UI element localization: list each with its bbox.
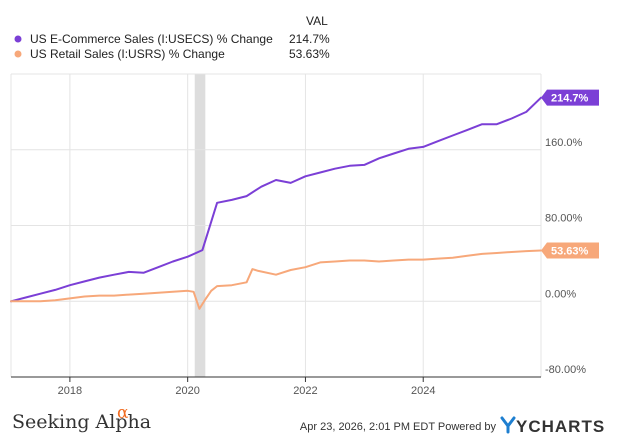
series-lines — [10, 96, 542, 310]
x-tick-label-2: 2022 — [293, 385, 317, 397]
y-tick-label-1: 80.00% — [545, 213, 583, 225]
y-tick-label-3: -80.00% — [545, 364, 586, 376]
x-tick-label-0: 2018 — [58, 385, 82, 397]
end-label-flag-0 — [541, 89, 599, 106]
footer: Seeking Alpha α Apr 23, 2026, 2:01 PM ED… — [12, 403, 605, 436]
legend-label-retail: US Retail Sales (I:USRS) % Change — [30, 47, 225, 61]
x-tick-label-3: 2024 — [411, 385, 435, 397]
y-tick-label-0: 160.0% — [545, 137, 583, 149]
gridlines — [11, 74, 541, 378]
end-label-flag-1 — [541, 242, 599, 259]
alpha-symbol: α — [117, 403, 129, 423]
series-line-1 — [10, 249, 542, 310]
series-line-0 — [10, 96, 542, 303]
axes — [10, 73, 542, 382]
x-tick-label-1: 2020 — [175, 385, 199, 397]
plot-area: 2018 2020 2022 2024 160.0% 80.00% 0.00% -80.00… — [10, 73, 599, 397]
end-label-1: 53.63% — [541, 242, 599, 259]
legend: VAL US E-Commerce Sales (I:USECS) % Chan… — [14, 14, 330, 61]
y-tick-labels: 160.0% 80.00% 0.00% -80.00% — [545, 137, 586, 376]
end-label-text-0: 214.7% — [551, 93, 589, 105]
legend-swatch-ecommerce — [14, 35, 22, 43]
legend-header: VAL — [306, 14, 328, 28]
legend-value-ecommerce: 214.7% — [289, 32, 330, 46]
seeking-alpha-logo: Seeking Alpha — [12, 411, 151, 433]
ycharts-logo: YCHARTS — [500, 416, 605, 436]
x-tick-labels: 2018 2020 2022 2024 — [58, 385, 436, 397]
legend-label-ecommerce: US E-Commerce Sales (I:USECS) % Change — [30, 32, 273, 46]
ycharts-wordmark: YCHARTS — [516, 417, 605, 436]
end-value-labels: 214.7% 53.63% — [541, 89, 599, 259]
end-label-text-1: 53.63% — [551, 245, 589, 257]
legend-value-retail: 53.63% — [289, 47, 330, 61]
timestamp: Apr 23, 2026, 2:01 PM EDT Powered by — [300, 421, 497, 433]
legend-swatch-retail — [14, 50, 22, 58]
end-label-0: 214.7% — [541, 89, 599, 106]
y-tick-label-2: 0.00% — [545, 288, 576, 300]
